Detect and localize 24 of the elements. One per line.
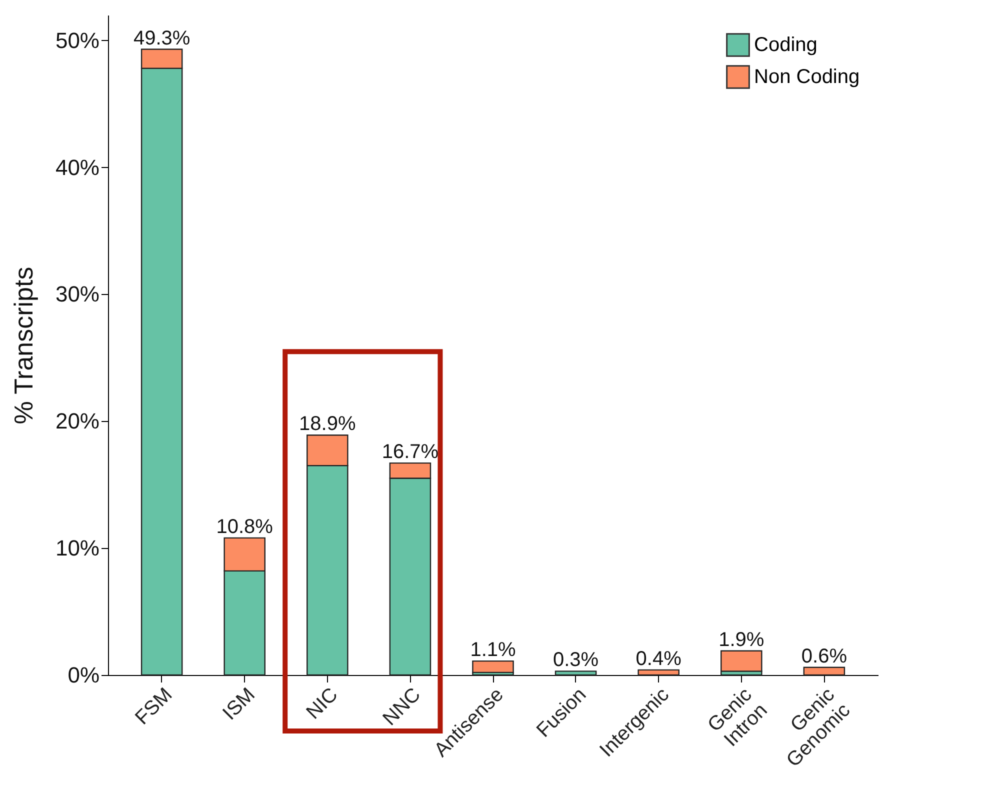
total-label: 1.9%	[718, 628, 764, 651]
bar	[638, 669, 680, 676]
y-tick-label: 20%	[55, 408, 100, 434]
total-label: 0.6%	[801, 645, 848, 668]
bar	[554, 670, 597, 676]
x-tick-label: NIC	[302, 684, 342, 724]
y-tick-label: 40%	[55, 154, 100, 180]
total-label: 18.9%	[299, 413, 356, 436]
legend-label: Non Coding	[754, 66, 860, 88]
bar	[803, 666, 846, 676]
x-tick-label: ISM	[218, 684, 260, 724]
y-tick-label: 30%	[55, 282, 100, 307]
legend-label: Coding	[754, 34, 818, 56]
total-label: 1.1%	[470, 639, 516, 662]
bar	[472, 660, 514, 674]
total-label: 0.4%	[636, 648, 682, 670]
bar	[720, 650, 762, 672]
y-tick-label: 50%	[55, 28, 100, 53]
y-axis-title: % Transcripts	[8, 266, 38, 424]
y-tick-label: 10%	[55, 536, 100, 561]
total-label: 49.3%	[133, 27, 190, 50]
y-tick-label: 0%	[68, 662, 100, 688]
total-label: 10.8%	[216, 516, 274, 538]
total-label: 0.3%	[553, 649, 599, 672]
